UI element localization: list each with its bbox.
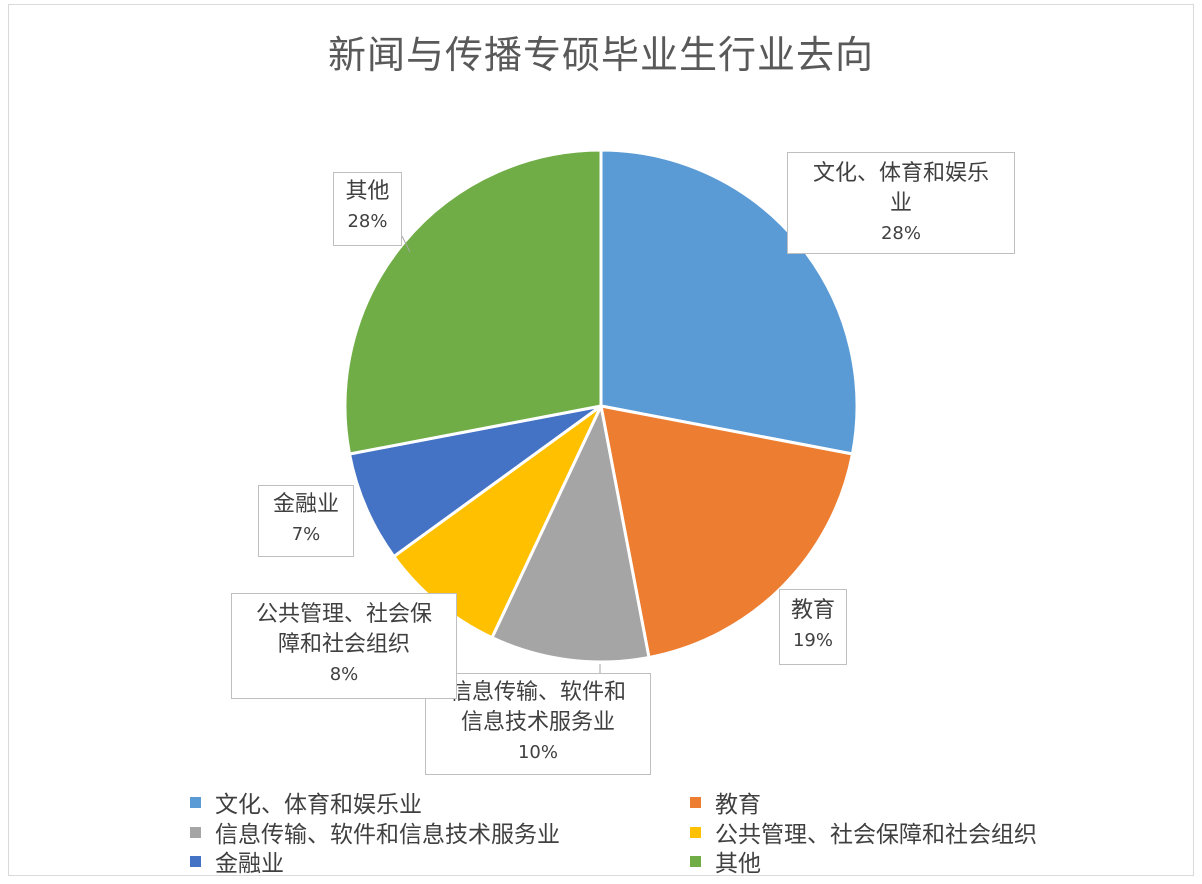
data-label-culture-sports-entertainment: 文化、体育和娱乐 业 28% [787, 152, 1015, 254]
data-label-percent: 10% [517, 742, 558, 763]
legend-swatch [190, 796, 201, 808]
chart-title: 新闻与传播专硕毕业生行业去向 [327, 33, 874, 77]
slice-it [490, 404, 651, 664]
data-label-percent: 8% [329, 664, 359, 685]
data-label-finance: 金融业 7% [258, 485, 354, 557]
data-label-text: 其他 [345, 179, 390, 204]
legend-swatch [190, 855, 201, 867]
data-label-text: 信息传输、软件和 [449, 680, 626, 705]
legend-swatch [690, 796, 701, 808]
pie-chart [343, 148, 859, 675]
data-label-text: 文化、体育和娱乐 [812, 161, 989, 186]
legend-item-other: 其他 [690, 847, 761, 877]
data-label-percent: 7% [291, 524, 321, 545]
legend-label: 教育 [715, 792, 761, 818]
legend-swatch [690, 826, 701, 838]
data-label-text: 公共管理、社会保 [255, 602, 432, 627]
data-label-other: 其他 28% [333, 172, 402, 246]
slice-finance [348, 404, 603, 558]
legend-label: 其他 [715, 851, 761, 877]
legend-item-finance: 金融业 [190, 847, 284, 877]
data-label-it-software: 信息传输、软件和 信息技术服务业 10% [425, 673, 651, 775]
legend-item-education: 教育 [690, 788, 761, 818]
legend-label: 金融业 [215, 851, 284, 877]
data-label-percent: 19% [792, 630, 833, 651]
data-label-education: 教育 19% [779, 589, 847, 665]
data-label-text: 教育 [790, 598, 835, 623]
data-label-text: 业 [889, 191, 912, 216]
data-label-text: 信息技术服务业 [460, 710, 615, 735]
legend-swatch [190, 826, 201, 838]
legend-label: 文化、体育和娱乐业 [215, 792, 422, 818]
legend-swatch [690, 855, 701, 867]
leader-line-other [401, 235, 411, 253]
legend-item-it: 信息传输、软件和信息技术服务业 [190, 818, 560, 848]
slice-education [599, 404, 854, 659]
data-label-percent: 28% [347, 211, 388, 232]
slice-other [343, 148, 603, 456]
data-label-public-management: 公共管理、社会保 障和社会组织 8% [231, 593, 457, 699]
data-label-text: 金融业 [272, 492, 339, 517]
legend-label: 公共管理、社会保障和社会组织 [715, 822, 1037, 848]
pie-slices [343, 148, 859, 664]
legend-label: 信息传输、软件和信息技术服务业 [215, 822, 560, 848]
legend-item-public-management: 公共管理、社会保障和社会组织 [690, 818, 1037, 848]
data-label-text: 障和社会组织 [277, 632, 410, 657]
chart-legend: 文化、体育和娱乐业 教育 信息传输、软件和信息技术服务业 公共管理、社会保障和社… [0, 784, 1202, 880]
data-label-percent: 28% [880, 223, 921, 244]
legend-item-culture: 文化、体育和娱乐业 [190, 788, 422, 818]
